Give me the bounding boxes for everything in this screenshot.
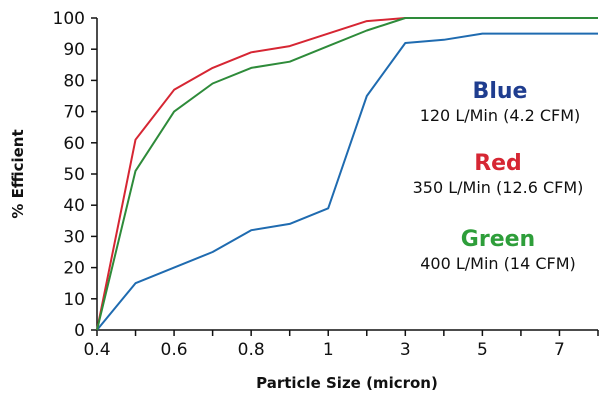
legend-red-name: Red bbox=[474, 151, 522, 176]
y-axis-ticks: 0 10 20 30 40 50 60 70 80 90 100 bbox=[53, 9, 97, 341]
legend-green-description: 400 L/Min (14 CFM) bbox=[420, 254, 576, 273]
legend-blue-description: 120 L/Min (4.2 CFM) bbox=[419, 106, 581, 125]
x-axis-ticks: 0.4 0.6 0.8 1 3 5 7 bbox=[83, 330, 599, 360]
x-axis-title: Particle Size (micron) bbox=[256, 374, 438, 392]
legend-blue-name: Blue bbox=[472, 79, 528, 104]
legend-red: Red 350 L/Min (12.6 CFM) bbox=[393, 151, 603, 199]
y-tick-label: 0 bbox=[74, 321, 85, 341]
y-tick-label: 20 bbox=[63, 259, 85, 279]
y-tick-label: 90 bbox=[63, 40, 85, 60]
y-tick-label: 40 bbox=[63, 196, 85, 216]
x-tick-label: 0.4 bbox=[83, 340, 110, 360]
series-line-green bbox=[96, 17, 598, 331]
y-axis-title: % Efficient bbox=[9, 129, 27, 218]
series-line-blue bbox=[96, 32, 598, 331]
legend-green-name: Green bbox=[460, 227, 536, 252]
x-tick-label: 1 bbox=[323, 340, 334, 360]
x-tick-label: 0.8 bbox=[238, 340, 265, 360]
y-tick-label: 80 bbox=[63, 71, 85, 91]
legend-blue: Blue 120 L/Min (4.2 CFM) bbox=[395, 79, 605, 127]
y-tick-label: 10 bbox=[63, 290, 85, 310]
y-tick-label: 50 bbox=[63, 165, 85, 185]
x-tick-label: 0.6 bbox=[161, 340, 188, 360]
y-tick-label: 70 bbox=[63, 103, 85, 123]
series-lines bbox=[96, 17, 598, 331]
y-tick-label: 100 bbox=[53, 9, 85, 29]
x-tick-label: 3 bbox=[400, 340, 411, 360]
legend-green: Green 400 L/Min (14 CFM) bbox=[393, 227, 603, 275]
y-tick-label: 60 bbox=[63, 134, 85, 154]
y-tick-label: 30 bbox=[63, 227, 85, 247]
x-tick-label: 5 bbox=[477, 340, 488, 360]
legend-red-description: 350 L/Min (12.6 CFM) bbox=[412, 178, 584, 197]
x-tick-label: 7 bbox=[554, 340, 565, 360]
